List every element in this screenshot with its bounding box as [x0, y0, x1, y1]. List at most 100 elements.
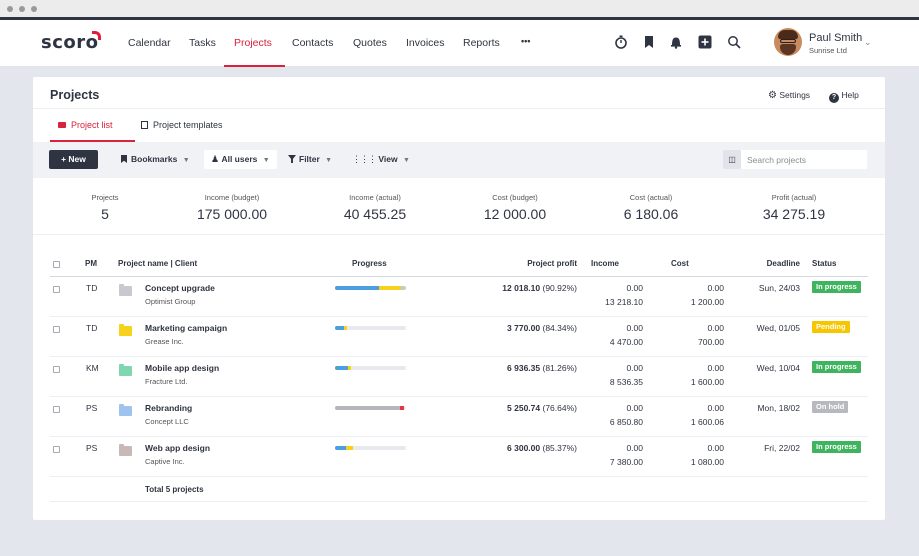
client-name[interactable]: Grease Inc.	[145, 337, 184, 346]
tab-label: Project list	[71, 120, 113, 130]
profit-percent: (90.92%)	[542, 283, 578, 293]
profit-value: 6 300.00	[507, 443, 541, 453]
income-budget: 0.00	[626, 283, 643, 293]
new-project-button[interactable]: + New	[49, 150, 98, 169]
logo[interactable]: scoro	[41, 32, 99, 53]
summary-label: Income (actual)	[349, 193, 401, 202]
search-input[interactable]	[741, 150, 867, 169]
client-name[interactable]: Captive Inc.	[145, 457, 185, 466]
users-label: All users	[221, 154, 258, 164]
filter-icon	[288, 155, 296, 163]
bookmarks-label: Bookmarks	[131, 154, 178, 164]
client-name[interactable]: Fracture Ltd.	[145, 377, 188, 386]
column-header-income[interactable]: Income	[591, 259, 620, 268]
status-badge[interactable]: In progress	[812, 441, 861, 453]
client-name[interactable]: Concept LLC	[145, 417, 189, 426]
summary-label: Cost (actual)	[629, 193, 673, 202]
profit-percent: (84.34%)	[542, 323, 578, 333]
bookmark-icon[interactable]	[641, 35, 657, 51]
project-profit: 3 770.00 (84.34%)	[447, 323, 577, 333]
cost-actual: 1 080.00	[690, 457, 724, 467]
deadline: Sun, 24/03	[758, 283, 800, 293]
project-name[interactable]: Mobile app design	[145, 363, 220, 373]
chevron-down-icon[interactable]: ⌄	[864, 37, 872, 47]
progress-segment	[379, 286, 402, 290]
row-checkbox[interactable]	[53, 286, 60, 293]
column-header-project[interactable]: Project name | Client	[118, 259, 198, 268]
row-checkbox[interactable]	[53, 406, 60, 413]
timer-icon[interactable]	[613, 35, 629, 51]
project-name[interactable]: Web app design	[145, 443, 211, 453]
bell-icon[interactable]	[668, 35, 684, 51]
help-link[interactable]: ? Help	[829, 90, 859, 103]
deadline: Mon, 18/02	[757, 403, 800, 413]
nav-reports[interactable]: Reports	[463, 37, 500, 49]
column-header-pm[interactable]: PM	[85, 259, 97, 268]
caret-down-icon: ▼	[262, 157, 270, 164]
caret-down-icon: ▼	[402, 157, 410, 164]
page-title: Projects	[50, 88, 100, 102]
avatar[interactable]	[774, 28, 802, 56]
view-label: View	[378, 154, 398, 164]
cost-budget: 0.00	[707, 283, 724, 293]
briefcase-icon	[58, 122, 66, 128]
select-all-checkbox[interactable]	[53, 261, 60, 268]
project-name[interactable]: Rebranding	[145, 403, 193, 413]
row-pm: TD	[86, 323, 98, 333]
user-icon: ♟	[211, 154, 220, 164]
column-header-profit[interactable]: Project profit	[527, 259, 577, 268]
row-checkbox[interactable]	[53, 326, 60, 333]
plus-square-icon[interactable]	[697, 35, 713, 51]
nav-calendar[interactable]: Calendar	[128, 37, 171, 49]
row-checkbox[interactable]	[53, 446, 60, 453]
search-toggle-icon[interactable]: ◫	[723, 150, 741, 169]
nav-contacts[interactable]: Contacts	[292, 37, 334, 49]
progress-segment	[345, 446, 353, 450]
client-name[interactable]: Optimist Group	[145, 297, 196, 306]
tab-project-list[interactable]: Project list	[58, 120, 113, 130]
progress-segment	[335, 366, 348, 370]
status-badge[interactable]: In progress	[812, 361, 861, 373]
tab-project-templates[interactable]: Project templates	[141, 120, 223, 130]
income-actual: 13 218.10	[605, 297, 643, 307]
caret-down-icon: ▼	[182, 157, 190, 164]
folder-icon	[119, 284, 132, 296]
income-actual: 4 470.00	[609, 337, 643, 347]
project-name[interactable]: Marketing campaign	[145, 323, 228, 333]
search-icon[interactable]	[726, 35, 742, 51]
avatar-beard	[780, 44, 796, 55]
settings-link[interactable]: ⚙ Settings	[768, 90, 810, 101]
cost-budget: 0.00	[707, 403, 724, 413]
filter-dropdown[interactable]: Filter ▼	[288, 154, 332, 164]
users-filter-box[interactable]	[204, 150, 277, 169]
project-name[interactable]: Concept upgrade	[145, 283, 215, 293]
view-dropdown[interactable]: ⋮⋮⋮ View ▼	[352, 154, 410, 165]
nav-projects[interactable]: Projects	[234, 37, 272, 49]
nav-more[interactable]: •••	[521, 36, 531, 46]
avatar-glasses	[780, 39, 796, 43]
income-budget: 0.00	[626, 363, 643, 373]
user-name[interactable]: Paul Smith	[809, 32, 863, 44]
summary-value: 40 455.25	[343, 206, 407, 222]
status-badge[interactable]: Pending	[812, 321, 850, 333]
window-dot	[7, 6, 13, 12]
bookmarks-dropdown[interactable]: Bookmarks ▼	[121, 154, 190, 164]
nav-invoices[interactable]: Invoices	[406, 37, 445, 49]
column-header-deadline[interactable]: Deadline	[766, 259, 800, 268]
sliders-icon: ⋮⋮⋮	[352, 154, 377, 164]
column-header-progress[interactable]: Progress	[352, 259, 387, 268]
caret-down-icon: ▼	[325, 157, 333, 164]
row-checkbox[interactable]	[53, 366, 60, 373]
status-badge[interactable]: On hold	[812, 401, 849, 413]
tab-label: Project templates	[153, 120, 223, 130]
status-badge[interactable]: In progress	[812, 281, 861, 293]
nav-quotes[interactable]: Quotes	[353, 37, 387, 49]
row-divider	[50, 316, 868, 317]
nav-tasks[interactable]: Tasks	[189, 37, 216, 49]
column-header-status[interactable]: Status	[812, 259, 837, 268]
summary-value: 34 275.19	[762, 206, 826, 222]
users-dropdown[interactable]: ♟ All users ▼	[211, 154, 270, 165]
progress-segment	[399, 406, 404, 410]
profit-percent: (81.26%)	[542, 363, 578, 373]
column-header-cost[interactable]: Cost	[671, 259, 689, 268]
